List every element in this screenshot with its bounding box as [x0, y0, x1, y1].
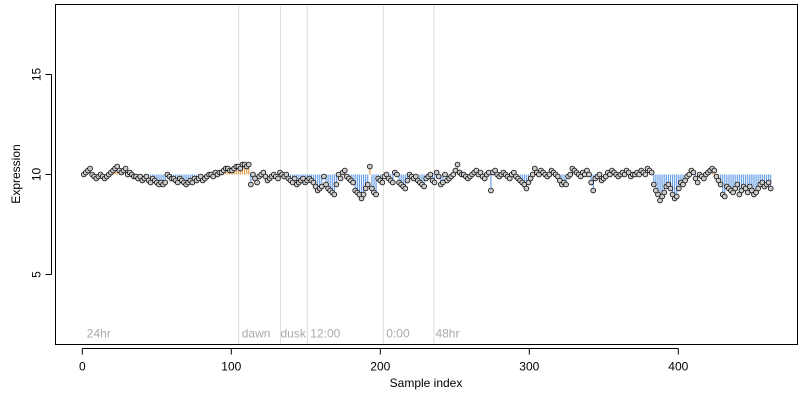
data-point	[275, 175, 281, 182]
data-point	[650, 181, 657, 188]
data-point	[87, 165, 93, 172]
x-tick-label: 200	[370, 360, 390, 374]
region-label: dawn	[242, 327, 271, 341]
data-point	[435, 173, 442, 180]
data-point	[648, 169, 655, 176]
data-point	[673, 193, 680, 200]
data-point	[734, 181, 741, 188]
data-point	[379, 179, 386, 186]
data-point	[248, 181, 254, 188]
data-point	[588, 179, 594, 186]
region-labels-layer: 24hr dawn dusk 12:00 0:00 48hr	[87, 327, 460, 341]
data-point	[394, 171, 400, 178]
data-point	[341, 167, 348, 174]
data-point	[454, 161, 461, 168]
x-tick-label: 100	[221, 360, 241, 374]
data-point	[431, 179, 438, 186]
y-tick-label: 5	[30, 271, 44, 278]
region-label: 0:00	[386, 327, 410, 341]
data-point	[404, 177, 411, 184]
data-point	[337, 175, 344, 182]
region-label: 24hr	[87, 327, 111, 341]
data-point	[427, 171, 434, 178]
points-layer	[81, 161, 774, 204]
data-point	[567, 171, 574, 178]
data-point	[321, 173, 327, 180]
x-tick-label: 300	[519, 360, 539, 374]
data-point	[360, 191, 367, 198]
x-tick-label: 400	[668, 360, 688, 374]
data-point	[586, 171, 592, 178]
plot-frame	[55, 4, 798, 345]
data-point	[291, 175, 298, 182]
y-axis-title: Expression	[9, 144, 23, 203]
data-point	[367, 163, 373, 170]
data-point	[402, 185, 409, 192]
data-point	[711, 167, 718, 174]
data-point	[667, 185, 674, 192]
data-point	[488, 187, 494, 194]
region-label: 12:00	[310, 327, 340, 341]
data-point	[421, 183, 427, 190]
data-point	[642, 171, 649, 178]
data-point	[721, 193, 728, 200]
data-point	[122, 165, 129, 172]
data-point	[245, 161, 252, 168]
data-point	[694, 179, 701, 186]
x-tick-label: 0	[79, 360, 86, 374]
data-point	[590, 187, 597, 194]
data-point	[661, 189, 668, 196]
data-point	[442, 171, 448, 178]
data-point	[563, 181, 569, 188]
data-point	[331, 191, 338, 198]
x-axis-title: Sample index	[390, 376, 463, 390]
y-axis: 5 10 15	[30, 68, 52, 278]
data-point	[676, 185, 682, 192]
data-point	[717, 181, 724, 188]
y-tick-label: 10	[30, 168, 44, 182]
data-point	[389, 179, 396, 186]
x-axis: 0 100 200 300 400	[79, 348, 689, 374]
data-point	[596, 171, 603, 178]
data-point	[333, 181, 340, 188]
region-label: dusk	[280, 327, 306, 341]
data-point	[765, 179, 772, 186]
data-point	[373, 191, 379, 198]
data-point	[523, 185, 530, 192]
data-point	[690, 169, 697, 176]
data-point	[254, 179, 260, 186]
data-point	[364, 181, 371, 188]
region-label: 48hr	[435, 327, 459, 341]
y-tick-label: 15	[30, 68, 44, 82]
data-point	[350, 179, 356, 186]
data-point	[162, 179, 169, 186]
data-point	[767, 185, 774, 192]
